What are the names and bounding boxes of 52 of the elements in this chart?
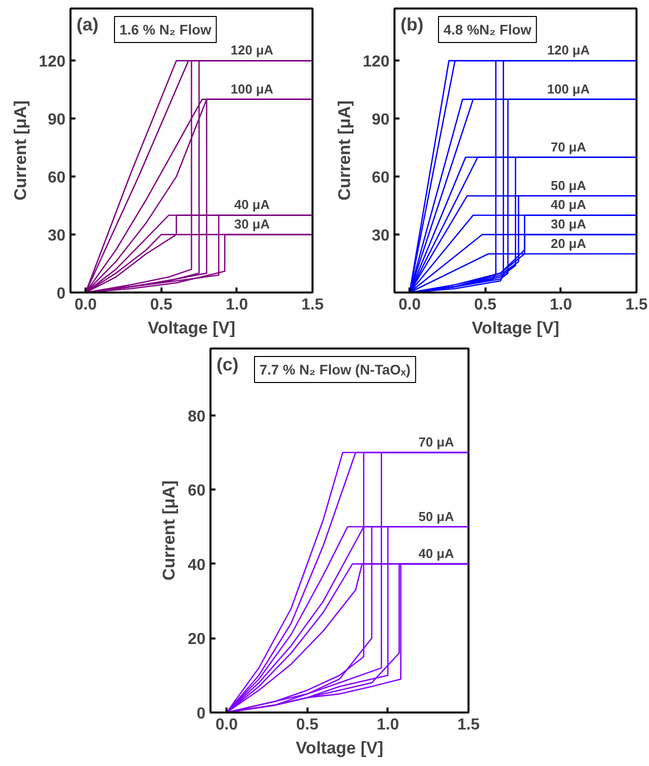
annotation: 40 μA bbox=[234, 197, 270, 212]
y-axis-title: Current [μA] bbox=[160, 480, 179, 581]
annotation: 40 μA bbox=[550, 197, 587, 212]
y-tick-label: 60 bbox=[372, 170, 390, 187]
annotation: 50 μA bbox=[550, 178, 587, 193]
annotation: 40 μA bbox=[418, 546, 455, 561]
annotation: (a) bbox=[76, 14, 99, 34]
y-tick-label: 0 bbox=[196, 706, 206, 722]
y-tick-label: 90 bbox=[48, 112, 66, 129]
x-tick-label: 1.0 bbox=[550, 296, 572, 314]
y-tick-label: 40 bbox=[188, 556, 206, 574]
y-tick-label: 20 bbox=[188, 631, 206, 648]
x-tick-label: 1.5 bbox=[457, 716, 480, 734]
annotation: 100 μA bbox=[230, 81, 274, 96]
text: 4.8 %N₂ Flow bbox=[444, 22, 532, 38]
annotation: 30 μA bbox=[234, 216, 270, 232]
y-tick-label: 60 bbox=[48, 170, 66, 187]
annotation: 70 μA bbox=[550, 139, 587, 154]
x-tick-label: 0.0 bbox=[74, 296, 97, 314]
x-axis-title: Voltage [V] bbox=[148, 318, 236, 338]
y-tick-label: 60 bbox=[188, 482, 206, 500]
annotation: (b) bbox=[400, 14, 424, 34]
y-axis-title: Current [μA] bbox=[10, 100, 30, 201]
x-tick-label: 1.5 bbox=[301, 296, 324, 314]
x-tick-label: 1.0 bbox=[376, 716, 400, 734]
y-tick-label: 30 bbox=[372, 228, 390, 245]
annotation: 120 μA bbox=[230, 42, 274, 58]
text: 1.6 % N₂ Flow bbox=[120, 22, 212, 38]
y-tick-label: 90 bbox=[372, 112, 390, 129]
y-tick-label: 0 bbox=[56, 286, 66, 302]
x-tick-label: 0.5 bbox=[150, 296, 172, 314]
annotation: 20 μA bbox=[550, 236, 587, 251]
x-tick-label: 1.5 bbox=[625, 296, 648, 314]
x-axis-title: Voltage [V] bbox=[472, 318, 560, 338]
annotation: 50 μA bbox=[418, 508, 455, 524]
y-axis-title: Current [μA] bbox=[334, 100, 354, 201]
annotation: 30 μA bbox=[550, 216, 587, 232]
x-tick-label: 1.0 bbox=[226, 296, 248, 314]
annotation: 100 μA bbox=[547, 81, 590, 96]
annotation: 70 μA bbox=[418, 434, 455, 450]
y-tick-label: 120 bbox=[38, 54, 66, 71]
text: 7.7 % N₂ Flow (N-TaOₓ) bbox=[260, 362, 411, 378]
annotation: (c) bbox=[216, 354, 239, 374]
annotation: 120 μA bbox=[547, 42, 590, 58]
y-tick-label: 120 bbox=[362, 54, 390, 71]
x-tick-label: 0.5 bbox=[474, 296, 496, 314]
x-tick-label: 0.5 bbox=[296, 716, 318, 734]
y-tick-label: 80 bbox=[188, 408, 206, 426]
x-tick-label: 0.0 bbox=[398, 296, 421, 314]
x-axis-title: Voltage [V] bbox=[296, 738, 384, 758]
x-tick-label: 0.0 bbox=[216, 716, 238, 734]
y-tick-label: 30 bbox=[48, 228, 66, 245]
